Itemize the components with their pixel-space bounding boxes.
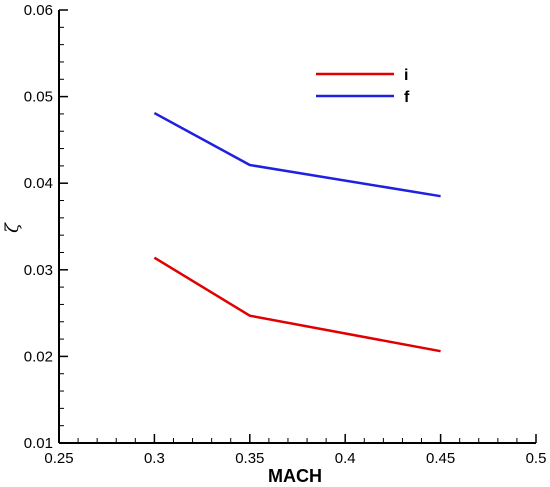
y-tick-label: 0.01: [24, 435, 53, 452]
legend-label-i: i: [404, 67, 408, 84]
y-ticks: 0.01 0.02 0.03 0.04 0.05 0.06: [24, 2, 68, 452]
x-ticks: 0.25 0.3 0.35 0.4 0.45 0.5: [44, 434, 546, 467]
x-tick-label: 0.4: [335, 450, 356, 467]
y-tick-label: 0.04: [24, 175, 53, 192]
x-axis-title: MACH: [268, 466, 322, 486]
legend: if: [316, 67, 410, 106]
x-tick-label: 0.35: [235, 450, 264, 467]
y-tick-label: 0.05: [24, 89, 53, 106]
y-tick-label: 0.06: [24, 2, 53, 19]
x-tick-label: 0.3: [144, 450, 165, 467]
x-tick-label: 0.25: [44, 450, 73, 467]
y-axis-title: ζ: [2, 222, 23, 233]
series-lines: [153, 111, 441, 353]
x-tick-label: 0.5: [526, 450, 547, 467]
axes: [58, 10, 536, 444]
series-line-i: [153, 256, 441, 353]
y-tick-label: 0.02: [24, 348, 53, 365]
legend-label-f: f: [404, 89, 410, 106]
y-tick-label: 0.03: [24, 262, 53, 279]
series-line-f: [153, 111, 441, 198]
x-tick-label: 0.45: [426, 450, 455, 467]
